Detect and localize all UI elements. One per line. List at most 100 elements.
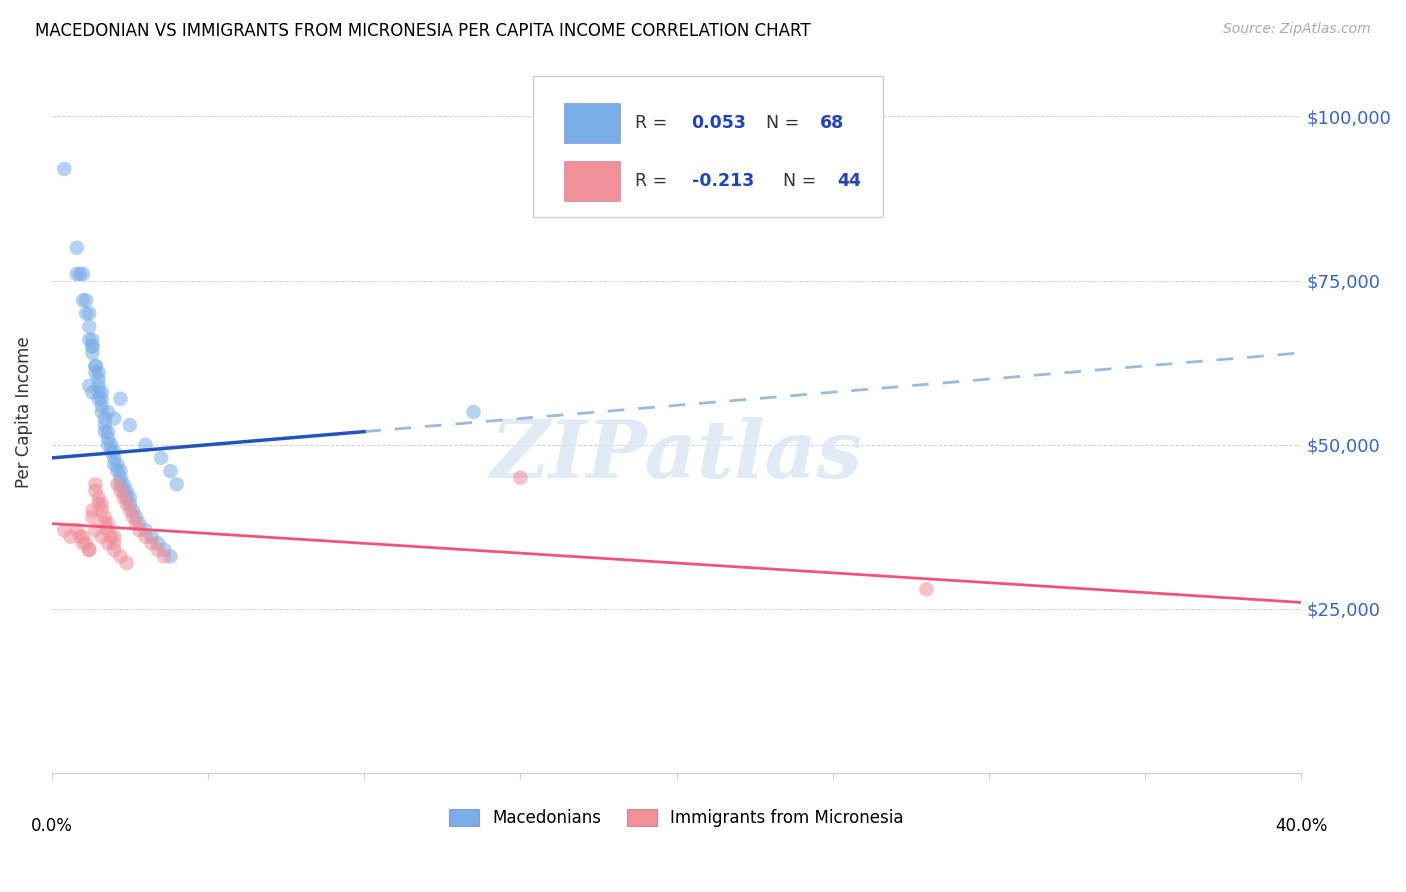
Point	[112, 477, 135, 491]
Point	[153, 549, 176, 564]
Text: 0.053: 0.053	[692, 114, 747, 132]
Point	[90, 398, 112, 412]
Point	[153, 542, 176, 557]
Point	[150, 450, 173, 465]
Point	[915, 582, 938, 597]
Point	[103, 542, 125, 557]
Point	[59, 530, 82, 544]
Point	[90, 392, 112, 406]
Point	[84, 359, 107, 373]
Point	[110, 483, 132, 498]
Point	[509, 470, 531, 484]
FancyBboxPatch shape	[564, 103, 620, 143]
Point	[87, 385, 110, 400]
Point	[82, 333, 104, 347]
Point	[82, 385, 104, 400]
Point	[103, 530, 125, 544]
Point	[110, 392, 132, 406]
Point	[87, 366, 110, 380]
Point	[66, 523, 89, 537]
Point	[90, 503, 112, 517]
Point	[94, 418, 117, 433]
Point	[72, 267, 94, 281]
Point	[115, 483, 138, 498]
Legend: Macedonians, Immigrants from Micronesia: Macedonians, Immigrants from Micronesia	[443, 802, 910, 833]
Point	[100, 530, 122, 544]
Point	[97, 425, 120, 439]
Point	[122, 503, 145, 517]
Point	[97, 536, 120, 550]
Point	[146, 542, 169, 557]
Point	[94, 516, 117, 531]
Point	[112, 491, 135, 505]
Point	[125, 510, 148, 524]
Point	[110, 464, 132, 478]
Point	[77, 542, 100, 557]
Point	[103, 444, 125, 458]
Point	[87, 378, 110, 392]
FancyBboxPatch shape	[564, 161, 620, 201]
Text: Source: ZipAtlas.com: Source: ZipAtlas.com	[1223, 22, 1371, 37]
FancyBboxPatch shape	[533, 76, 883, 217]
Point	[72, 293, 94, 308]
Point	[94, 510, 117, 524]
Point	[84, 477, 107, 491]
Point	[105, 477, 128, 491]
Point	[53, 161, 76, 176]
Point	[75, 293, 97, 308]
Point	[103, 536, 125, 550]
Point	[166, 477, 188, 491]
Text: -0.213: -0.213	[692, 172, 754, 190]
Point	[87, 497, 110, 511]
Point	[134, 530, 156, 544]
Point	[115, 556, 138, 570]
Point	[97, 405, 120, 419]
Point	[141, 530, 163, 544]
Point	[72, 530, 94, 544]
Y-axis label: Per Capita Income: Per Capita Income	[15, 336, 32, 488]
Point	[87, 372, 110, 386]
Point	[75, 536, 97, 550]
Point	[94, 411, 117, 425]
Text: R =: R =	[636, 172, 673, 190]
Point	[69, 530, 91, 544]
Point	[84, 483, 107, 498]
Point	[90, 385, 112, 400]
Text: 44: 44	[838, 172, 862, 190]
Point	[97, 431, 120, 445]
Point	[77, 378, 100, 392]
Point	[82, 503, 104, 517]
Point	[118, 497, 141, 511]
Point	[77, 306, 100, 320]
Point	[84, 366, 107, 380]
Point	[118, 418, 141, 433]
Text: MACEDONIAN VS IMMIGRANTS FROM MICRONESIA PER CAPITA INCOME CORRELATION CHART: MACEDONIAN VS IMMIGRANTS FROM MICRONESIA…	[35, 22, 811, 40]
Point	[103, 450, 125, 465]
Text: N =: N =	[783, 172, 821, 190]
Point	[110, 477, 132, 491]
Point	[66, 267, 89, 281]
Point	[72, 536, 94, 550]
Text: 0.0%: 0.0%	[31, 816, 73, 835]
Point	[118, 491, 141, 505]
Point	[82, 346, 104, 360]
Text: 40.0%: 40.0%	[1275, 816, 1327, 835]
Point	[105, 464, 128, 478]
Point	[159, 549, 181, 564]
Point	[94, 425, 117, 439]
Point	[110, 470, 132, 484]
Point	[90, 405, 112, 419]
Text: N =: N =	[766, 114, 806, 132]
Point	[77, 542, 100, 557]
Point	[87, 491, 110, 505]
Text: ZIPatlas: ZIPatlas	[491, 417, 862, 494]
Point	[75, 306, 97, 320]
Point	[463, 405, 485, 419]
Point	[82, 339, 104, 353]
Point	[159, 464, 181, 478]
Point	[84, 523, 107, 537]
Point	[87, 392, 110, 406]
Point	[115, 491, 138, 505]
Point	[100, 438, 122, 452]
Point	[103, 411, 125, 425]
